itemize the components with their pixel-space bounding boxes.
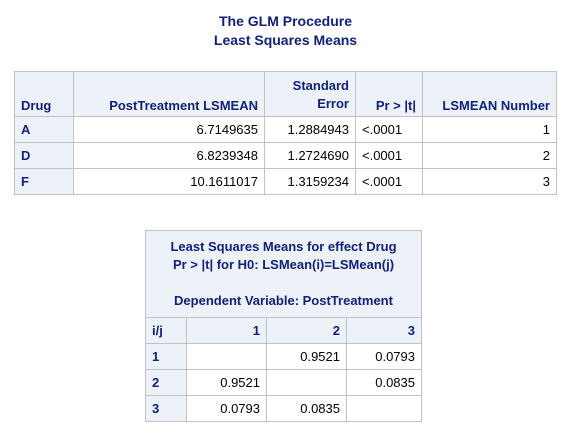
row-label: 2 bbox=[145, 369, 187, 396]
header-drug: Drug bbox=[14, 71, 74, 117]
cell-lsmean: 6.8239348 bbox=[73, 142, 265, 169]
header-pvalue: Pr > |t| bbox=[355, 71, 423, 117]
table-row: 3 0.0793 0.0835 bbox=[145, 395, 422, 422]
cell-stderr: 1.3159234 bbox=[264, 168, 356, 195]
col-header-2: 2 bbox=[266, 317, 347, 344]
cell-number: 2 bbox=[422, 142, 557, 169]
pvalue-cell: 0.0793 bbox=[186, 395, 267, 422]
corner-header: i/j bbox=[145, 317, 187, 344]
table-row: A 6.7149635 1.2884943 <.0001 1 bbox=[14, 116, 557, 143]
diff-table-caption: Least Squares Means for effect Drug Pr >… bbox=[145, 230, 422, 318]
pvalue-cell: 0.0793 bbox=[346, 343, 422, 370]
cell-number: 1 bbox=[422, 116, 557, 143]
pvalue-cell bbox=[346, 395, 422, 422]
cell-number: 3 bbox=[422, 168, 557, 195]
pvalue-cell: 0.9521 bbox=[266, 343, 347, 370]
pvalue-cell: 0.9521 bbox=[186, 369, 267, 396]
header-stderr: Standard Error bbox=[264, 71, 356, 117]
cell-stderr: 1.2724690 bbox=[264, 142, 356, 169]
header-lsmean-number: LSMEAN Number bbox=[422, 71, 557, 117]
table-row: F 10.1611017 1.3159234 <.0001 3 bbox=[14, 168, 557, 195]
table-row: 1 0.9521 0.0793 bbox=[145, 343, 422, 370]
col-header-3: 3 bbox=[346, 317, 422, 344]
table-row: 2 0.9521 0.0835 bbox=[145, 369, 422, 396]
header-lsmean: PostTreatment LSMEAN bbox=[73, 71, 265, 117]
pairwise-diff-table: Least Squares Means for effect Drug Pr >… bbox=[145, 230, 422, 422]
col-header-1: 1 bbox=[186, 317, 267, 344]
caption-line2: Pr > |t| for H0: LSMean(i)=LSMean(j) bbox=[172, 257, 395, 272]
subtitle: Least Squares Means bbox=[213, 32, 358, 48]
table-row: D 6.8239348 1.2724690 <.0001 2 bbox=[14, 142, 557, 169]
cell-stderr: 1.2884943 bbox=[264, 116, 356, 143]
row-drug-label: D bbox=[14, 142, 74, 169]
cell-pvalue: <.0001 bbox=[355, 168, 423, 195]
pvalue-cell: 0.0835 bbox=[346, 369, 422, 396]
row-drug-label: A bbox=[14, 116, 74, 143]
row-label: 1 bbox=[145, 343, 187, 370]
procedure-title: The GLM Procedure bbox=[218, 13, 353, 29]
header-stderr-line1: Standard bbox=[292, 78, 349, 93]
cell-pvalue: <.0001 bbox=[355, 142, 423, 169]
pvalue-cell bbox=[186, 343, 267, 370]
cell-lsmean: 6.7149635 bbox=[73, 116, 265, 143]
pvalue-cell bbox=[266, 369, 347, 396]
row-label: 3 bbox=[145, 395, 187, 422]
cell-lsmean: 10.1611017 bbox=[73, 168, 265, 195]
caption-line1: Least Squares Means for effect Drug bbox=[170, 239, 397, 254]
row-drug-label: F bbox=[14, 168, 74, 195]
caption-line3: Dependent Variable: PostTreatment bbox=[174, 293, 393, 308]
header-stderr-line2: Error bbox=[317, 96, 349, 111]
cell-pvalue: <.0001 bbox=[355, 116, 423, 143]
pvalue-cell: 0.0835 bbox=[266, 395, 347, 422]
lsmeans-table: Drug PostTreatment LSMEAN Standard Error… bbox=[14, 71, 557, 195]
